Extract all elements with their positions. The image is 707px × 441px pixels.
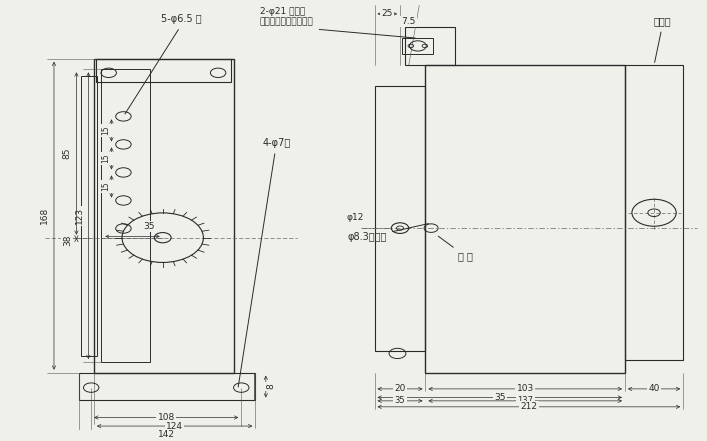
Bar — [426, 65, 625, 373]
Text: φ12: φ12 — [346, 213, 363, 221]
Bar — [402, 38, 433, 54]
Text: 137: 137 — [518, 396, 533, 405]
Text: 142: 142 — [158, 430, 175, 439]
Text: φ8.3取付穴: φ8.3取付穴 — [348, 224, 428, 242]
Text: 2-φ21 準接口
ポリエチレンコラ柱付: 2-φ21 準接口 ポリエチレンコラ柱付 — [260, 7, 415, 38]
Bar — [96, 59, 230, 82]
Text: 20: 20 — [395, 385, 406, 393]
Bar — [81, 76, 97, 355]
Text: 15: 15 — [101, 126, 110, 135]
Text: 212: 212 — [520, 402, 537, 411]
Text: 35: 35 — [395, 396, 405, 405]
Text: 35: 35 — [494, 393, 506, 402]
Text: 103: 103 — [517, 385, 534, 393]
Bar — [101, 69, 150, 362]
Text: 168: 168 — [40, 207, 49, 224]
Text: 4-φ7穴: 4-φ7穴 — [238, 138, 291, 387]
Text: 85: 85 — [63, 148, 72, 159]
Text: 123: 123 — [76, 207, 84, 224]
Bar — [625, 65, 683, 360]
Text: 15: 15 — [101, 153, 110, 163]
Bar — [375, 86, 426, 351]
Text: 38: 38 — [63, 234, 72, 246]
Text: 5-φ6.5 穴: 5-φ6.5 穴 — [125, 15, 202, 114]
Bar — [405, 27, 455, 65]
Text: 7.5: 7.5 — [402, 17, 416, 26]
Text: 端子箔: 端子箔 — [653, 17, 671, 63]
Bar — [78, 373, 255, 400]
Text: 15: 15 — [101, 182, 110, 191]
Text: 108: 108 — [158, 413, 175, 422]
Text: 35: 35 — [143, 222, 154, 231]
Text: 指 針: 指 針 — [438, 236, 473, 262]
Text: 124: 124 — [166, 422, 183, 430]
Text: 8: 8 — [267, 384, 275, 389]
Text: 25: 25 — [382, 9, 393, 19]
Text: 40: 40 — [648, 385, 660, 393]
Bar — [94, 59, 234, 373]
